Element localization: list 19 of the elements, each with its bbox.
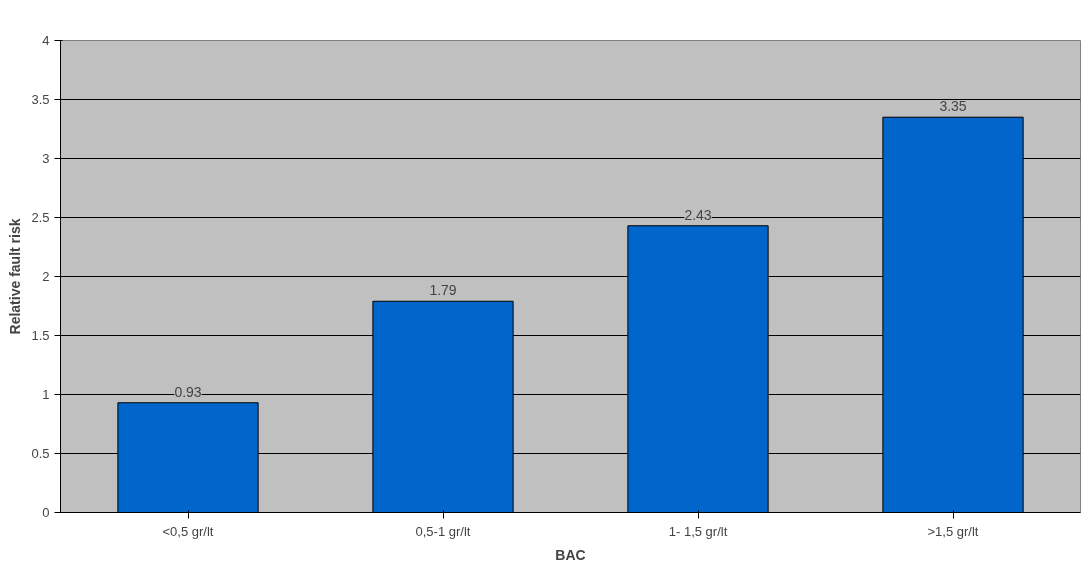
y-tick-label: 0 bbox=[42, 505, 50, 520]
y-tick-label: 0.5 bbox=[31, 446, 50, 461]
y-tick-label: 1.5 bbox=[31, 328, 50, 343]
data-label: 3.35 bbox=[939, 98, 967, 115]
y-tick-label: 3.5 bbox=[31, 92, 50, 107]
data-label: 0.93 bbox=[174, 383, 202, 400]
y-tick-label: 1 bbox=[42, 387, 50, 402]
x-tick-label: 0,5-1 gr/lt bbox=[415, 523, 471, 539]
y-tick-label: 2.5 bbox=[31, 210, 50, 225]
data-label: 1.79 bbox=[429, 282, 457, 299]
x-tick-label: >1,5 gr/lt bbox=[927, 523, 979, 539]
x-axis-title: BAC bbox=[555, 546, 586, 563]
data-label: 2.43 bbox=[684, 206, 712, 223]
y-axis-title: Relative fault risk bbox=[7, 218, 24, 335]
y-tick-label: 4 bbox=[42, 33, 50, 48]
y-tick-label: 3 bbox=[42, 151, 50, 166]
x-tick-label: 1- 1,5 gr/lt bbox=[668, 523, 728, 539]
x-tick-label: <0,5 gr/lt bbox=[162, 523, 214, 539]
y-tick-label: 2 bbox=[42, 269, 50, 284]
